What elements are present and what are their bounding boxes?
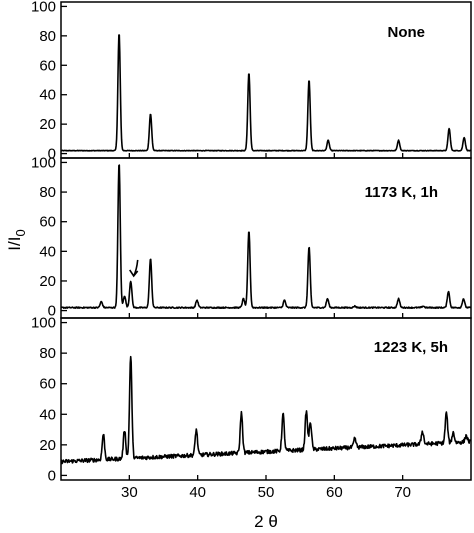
- panel-label-1173k-1h: 1173 K, 1h: [365, 184, 438, 201]
- y-tick-label: 60: [39, 376, 56, 393]
- y-tick-label: 20: [39, 437, 56, 454]
- y-tick-label: 20: [39, 273, 56, 290]
- diffraction-trace-1173k-1h: [60, 164, 472, 310]
- x-tick-label: 50: [258, 484, 275, 501]
- y-tick-label: 80: [39, 28, 56, 45]
- y-tick-label: 100: [31, 0, 56, 15]
- y-tick-label: 40: [39, 243, 56, 260]
- y-tick-label: 20: [39, 116, 56, 133]
- panel-ticks-1173k-1h: 0 20 40 60 80 100: [31, 154, 404, 320]
- x-axis: 30 40 50 60 70: [121, 484, 411, 501]
- panel-label-1223k-5h: 1223 K, 5h: [374, 339, 448, 356]
- panel-ticks-none: 0 20 40 60 80 100: [31, 0, 404, 163]
- y-tick-label: 40: [39, 87, 56, 104]
- panel-none: 0 20 40 60 80 100 None: [31, 0, 472, 163]
- x-tick-label: 40: [189, 484, 206, 501]
- y-tick-label: 60: [39, 214, 56, 231]
- panel-1223k-5h: 0 20 40 60 80 100 1223 K, 5h: [31, 315, 472, 484]
- x-tick-label: 70: [394, 484, 411, 501]
- diffraction-trace-none: [60, 34, 472, 152]
- y-axis-title-subscript: 0: [13, 229, 28, 236]
- y-tick-label: 60: [39, 57, 56, 74]
- y-tick-label: 80: [39, 345, 56, 362]
- y-tick-label: 80: [39, 184, 56, 201]
- arrow-marker-1173k-1h: [129, 259, 139, 278]
- y-axis-title-main: I/I: [5, 237, 24, 251]
- panel-1173k-1h: 0 20 40 60 80 100 1173 K, 1h: [31, 154, 472, 320]
- y-tick-label: 0: [48, 303, 56, 320]
- y-tick-label: 100: [31, 315, 56, 332]
- panel-frame-1173k-1h: [60, 157, 472, 319]
- panel-label-none: None: [388, 24, 426, 41]
- y-axis-title: I/I0: [5, 229, 28, 250]
- y-tick-label: 40: [39, 406, 56, 423]
- y-tick-label: 0: [48, 467, 56, 484]
- panel-ticks-1223k-5h: 0 20 40 60 80 100: [31, 315, 404, 484]
- y-tick-label: 0: [48, 146, 56, 163]
- x-axis-title: 2 θ: [254, 512, 278, 531]
- diffraction-trace-1223k-5h: [60, 355, 472, 465]
- x-tick-label: 30: [121, 484, 138, 501]
- y-tick-label: 100: [31, 154, 56, 171]
- x-tick-label: 60: [326, 484, 343, 501]
